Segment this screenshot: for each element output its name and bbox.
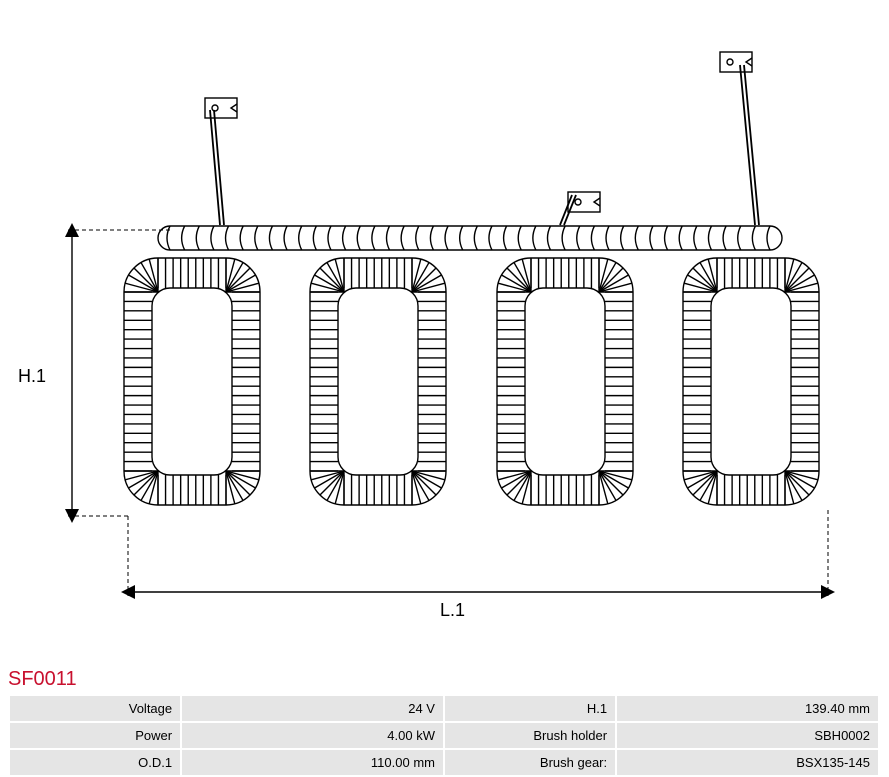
spec-table: Voltage 24 V H.1 139.40 mm Power 4.00 kW… [8, 694, 880, 777]
table-row: O.D.1 110.00 mm Brush gear: BSX135-145 [10, 750, 878, 775]
spec-value: 139.40 mm [617, 696, 878, 721]
spec-label: H.1 [445, 696, 615, 721]
dim-label-height: H.1 [18, 366, 46, 387]
table-row: Power 4.00 kW Brush holder SBH0002 [10, 723, 878, 748]
table-row: Voltage 24 V H.1 139.40 mm [10, 696, 878, 721]
spec-value: 4.00 kW [182, 723, 443, 748]
spec-label: O.D.1 [10, 750, 180, 775]
spec-value: 110.00 mm [182, 750, 443, 775]
spec-label: Brush holder [445, 723, 615, 748]
spec-label: Voltage [10, 696, 180, 721]
part-code: SF0011 [8, 668, 77, 691]
spec-value: BSX135-145 [617, 750, 878, 775]
spec-value: 24 V [182, 696, 443, 721]
dim-label-length: L.1 [440, 600, 465, 621]
spec-label: Power [10, 723, 180, 748]
spec-value: SBH0002 [617, 723, 878, 748]
spec-label: Brush gear: [445, 750, 615, 775]
coil-diagram: H.1 L.1 [0, 0, 889, 660]
